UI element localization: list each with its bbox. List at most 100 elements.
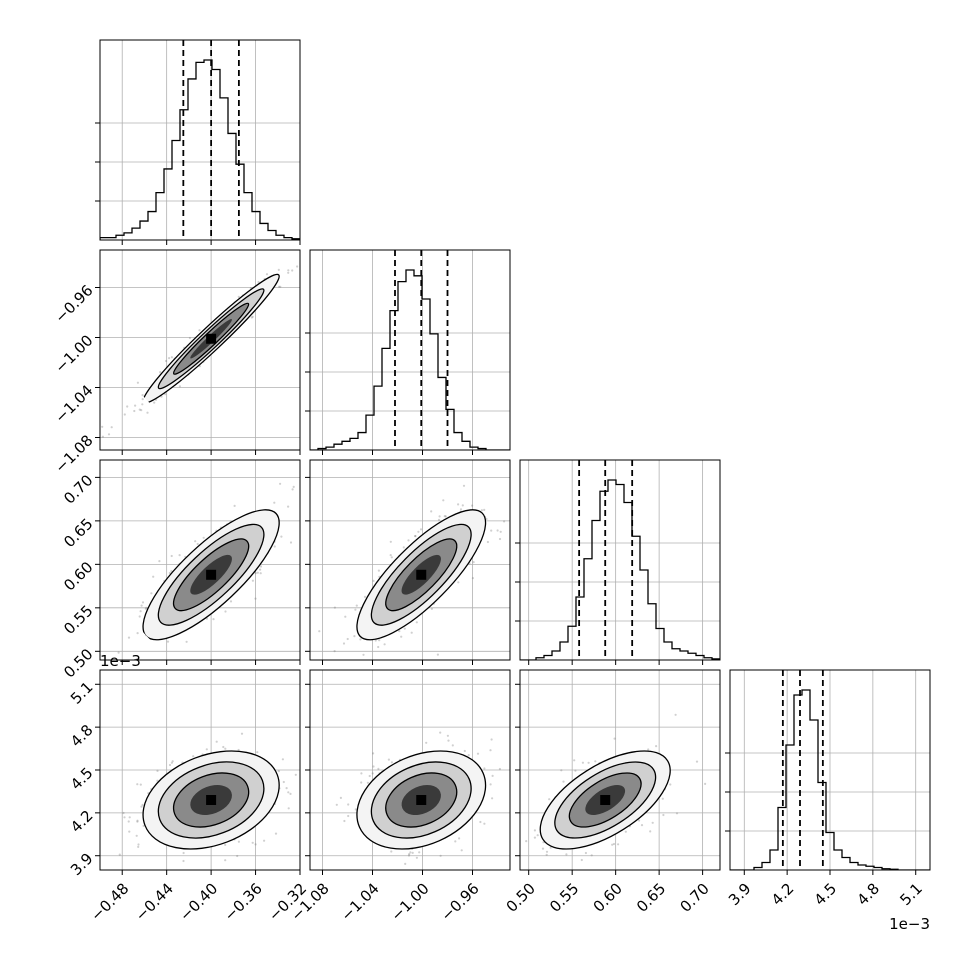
density-peak: [206, 795, 217, 805]
scatter-point: [240, 732, 244, 735]
scatter-point: [170, 356, 173, 359]
scatter-point: [522, 465, 524, 467]
density-peak: [600, 795, 611, 805]
scatter-point: [430, 510, 433, 513]
y-tick-label: 0.60: [60, 558, 96, 594]
scatter-point: [170, 761, 173, 764]
scatter-point: [303, 507, 305, 509]
scatter-point: [490, 529, 493, 532]
scatter-point: [498, 537, 502, 541]
scatter-point: [354, 608, 357, 611]
panel-0-0: [95, 39, 301, 245]
scatter-point: [612, 842, 616, 846]
scatter-point: [411, 851, 414, 855]
scatter-point: [256, 751, 259, 754]
scatter-point: [291, 488, 294, 491]
scatter-point: [467, 754, 470, 757]
scatter-point: [178, 385, 181, 388]
scatter-point: [372, 579, 375, 583]
scatter-point: [704, 782, 707, 786]
scatter-point: [301, 773, 303, 775]
panel-frame: [309, 249, 511, 451]
y-tick-label: −1.04: [51, 381, 96, 426]
scatter-point: [185, 640, 188, 643]
scatter-point: [390, 850, 393, 853]
scatter-point: [145, 606, 148, 610]
scatter-point: [489, 783, 492, 786]
scatter-point: [587, 761, 590, 764]
scatter-point: [425, 741, 428, 744]
scatter-point: [414, 535, 417, 538]
scatter-point: [387, 758, 390, 761]
scatter-point: [158, 560, 161, 563]
x-tick-label: 3.9: [725, 880, 755, 910]
histogram-step: [520, 479, 720, 660]
scatter-point: [133, 409, 136, 413]
scatter-point: [580, 858, 583, 862]
scatter-point: [123, 816, 126, 819]
scatter-point: [536, 834, 539, 837]
scatter-point: [533, 906, 535, 908]
scatter-point: [403, 627, 406, 630]
panel-1-1: [305, 249, 511, 455]
scatter-point: [371, 772, 374, 775]
scatter-point: [251, 579, 254, 582]
scatter-point: [360, 772, 363, 775]
y-tick-label: 4.5: [67, 764, 97, 794]
scatter-point: [346, 637, 349, 641]
scatter-point: [430, 607, 433, 611]
scatter-point: [624, 830, 627, 833]
scatter-point: [462, 484, 466, 487]
scatter-point: [259, 572, 262, 575]
scatter-point: [402, 546, 405, 549]
scatter-point: [389, 554, 392, 557]
scatter-point: [472, 561, 475, 564]
scatter-point: [287, 505, 290, 508]
scatter-point: [294, 773, 297, 776]
scatter-point: [446, 734, 449, 737]
scatter-point: [233, 504, 236, 507]
scatter-point: [137, 845, 140, 849]
scatter-point: [368, 774, 371, 778]
x-tick-label: 0.55: [546, 880, 582, 916]
scatter-point: [417, 530, 420, 533]
scatter-point: [164, 393, 167, 396]
panel-1-0: −1.08 −1.04 −1.00 −0.96: [51, 247, 312, 477]
scatter-point: [461, 504, 464, 507]
scatter-point: [655, 745, 658, 748]
scatter-point: [613, 737, 616, 740]
x-tick-label: 4.8: [854, 880, 884, 910]
scatter-point: [407, 854, 411, 857]
scatter-point: [277, 268, 280, 271]
scatter-point: [335, 803, 338, 806]
scatter-point: [451, 744, 454, 747]
scatter-point: [476, 752, 480, 755]
density-peak: [416, 569, 427, 580]
scatter-point: [254, 843, 257, 846]
scatter-point: [141, 803, 144, 807]
scatter-point: [140, 409, 143, 412]
scatter-point: [144, 607, 147, 610]
scatter-point: [377, 645, 380, 649]
scatter-point: [541, 847, 545, 850]
scatter-point: [287, 807, 290, 810]
scatter-point: [194, 540, 197, 543]
x-tick-label: −0.96: [438, 880, 483, 925]
y-tick-label: −1.08: [51, 431, 96, 476]
scatter-point: [188, 336, 191, 340]
scatter-point: [156, 779, 159, 782]
scatter-point: [287, 269, 290, 272]
scatter-point: [273, 501, 276, 504]
scatter-point: [362, 653, 365, 656]
scatter-point: [310, 247, 312, 249]
scatter-point: [318, 630, 321, 633]
scatter-point: [525, 840, 528, 843]
scatter-point: [146, 411, 149, 414]
density-peak: [206, 333, 217, 344]
scatter-point: [279, 482, 282, 485]
scatter-point: [141, 403, 144, 406]
scatter-point: [278, 285, 281, 288]
scatter-point: [669, 783, 672, 786]
scatter-point: [251, 841, 254, 844]
panel-frame: [309, 459, 511, 661]
